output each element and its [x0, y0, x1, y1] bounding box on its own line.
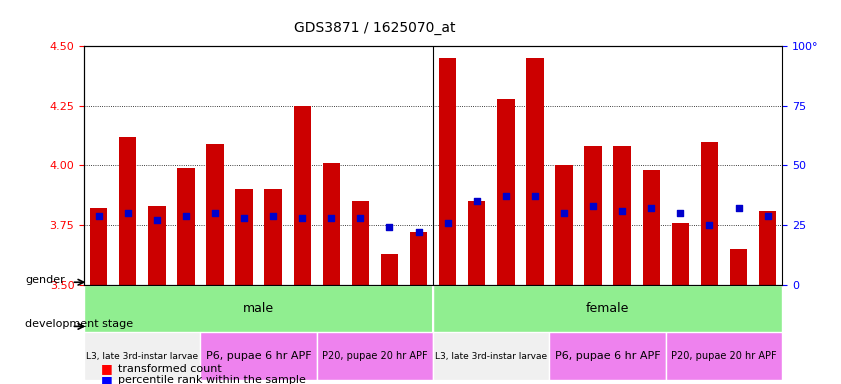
Text: ■: ■: [101, 374, 113, 384]
Text: L3, late 3rd-instar larvae: L3, late 3rd-instar larvae: [436, 352, 547, 361]
Bar: [643, 170, 660, 285]
Bar: [730, 249, 747, 285]
Point: [412, 229, 426, 235]
Point: [383, 224, 396, 230]
Text: L3, late 3rd-instar larvae: L3, late 3rd-instar larvae: [87, 352, 198, 361]
Text: development stage: development stage: [25, 319, 134, 329]
Text: P6, pupae 6 hr APF: P6, pupae 6 hr APF: [555, 351, 660, 361]
Point: [558, 210, 571, 216]
Text: P6, pupae 6 hr APF: P6, pupae 6 hr APF: [206, 351, 311, 361]
Bar: [381, 254, 398, 285]
Point: [354, 215, 368, 221]
Bar: [555, 166, 573, 285]
Point: [179, 212, 193, 218]
Point: [732, 205, 745, 212]
Text: transformed count: transformed count: [118, 364, 221, 374]
Bar: [497, 99, 515, 285]
Point: [470, 198, 484, 204]
Bar: [119, 137, 136, 285]
Bar: [90, 209, 108, 285]
Bar: [439, 58, 457, 285]
Bar: [759, 211, 776, 285]
Text: P20, pupae 20 hr APF: P20, pupae 20 hr APF: [322, 351, 428, 361]
Point: [209, 210, 222, 216]
Text: percentile rank within the sample: percentile rank within the sample: [118, 375, 305, 384]
Point: [499, 193, 512, 199]
Bar: [323, 163, 340, 285]
Bar: [177, 168, 194, 285]
Text: ■: ■: [101, 362, 113, 375]
Point: [586, 203, 600, 209]
Point: [121, 210, 135, 216]
Text: female: female: [586, 302, 629, 315]
Bar: [294, 106, 311, 285]
Bar: [206, 144, 224, 285]
Text: gender: gender: [25, 275, 65, 285]
Point: [703, 222, 717, 228]
Bar: [701, 142, 718, 285]
Bar: [672, 223, 689, 285]
Bar: [264, 189, 282, 285]
Text: P20, pupae 20 hr APF: P20, pupae 20 hr APF: [671, 351, 777, 361]
Point: [150, 217, 163, 223]
Point: [295, 215, 309, 221]
Point: [325, 215, 338, 221]
Point: [761, 212, 775, 218]
Bar: [468, 201, 485, 285]
Point: [616, 208, 629, 214]
Bar: [235, 189, 253, 285]
Bar: [526, 58, 543, 285]
Point: [267, 212, 280, 218]
Point: [441, 220, 454, 226]
Bar: [584, 146, 602, 285]
Point: [237, 215, 251, 221]
Text: male: male: [243, 302, 274, 315]
Point: [92, 212, 105, 218]
Point: [644, 205, 658, 212]
Point: [674, 210, 687, 216]
Bar: [352, 201, 369, 285]
Bar: [410, 232, 427, 285]
Bar: [613, 146, 631, 285]
Text: GDS3871 / 1625070_at: GDS3871 / 1625070_at: [294, 21, 456, 35]
Bar: [148, 206, 166, 285]
Point: [528, 193, 542, 199]
